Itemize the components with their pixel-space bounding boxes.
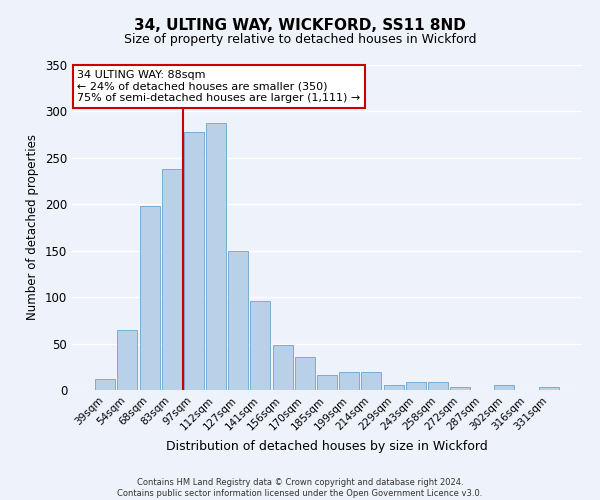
Text: Size of property relative to detached houses in Wickford: Size of property relative to detached ho…: [124, 32, 476, 46]
Bar: [206, 122, 226, 390]
Bar: [250, 301, 271, 390]
Bar: [228, 250, 248, 390]
Text: 34, ULTING WAY, WICKFORD, SS11 8ND: 34, ULTING WAY, WICKFORD, SS11 8ND: [134, 18, 466, 32]
Bar: [383, 386, 404, 390]
Bar: [494, 386, 514, 390]
X-axis label: Distribution of detached houses by size in Wickford: Distribution of detached houses by size …: [166, 440, 488, 453]
Bar: [361, 372, 382, 390]
Bar: [140, 206, 160, 390]
Bar: [95, 379, 115, 390]
Bar: [539, 387, 559, 390]
Bar: [272, 344, 293, 390]
Bar: [450, 387, 470, 390]
Bar: [428, 382, 448, 390]
Bar: [339, 372, 359, 390]
Y-axis label: Number of detached properties: Number of detached properties: [26, 134, 40, 320]
Bar: [406, 382, 426, 390]
Bar: [118, 330, 137, 390]
Text: 34 ULTING WAY: 88sqm
← 24% of detached houses are smaller (350)
75% of semi-deta: 34 ULTING WAY: 88sqm ← 24% of detached h…: [77, 70, 361, 103]
Bar: [317, 375, 337, 390]
Bar: [162, 169, 182, 390]
Bar: [184, 132, 204, 390]
Text: Contains HM Land Registry data © Crown copyright and database right 2024.
Contai: Contains HM Land Registry data © Crown c…: [118, 478, 482, 498]
Bar: [295, 356, 315, 390]
